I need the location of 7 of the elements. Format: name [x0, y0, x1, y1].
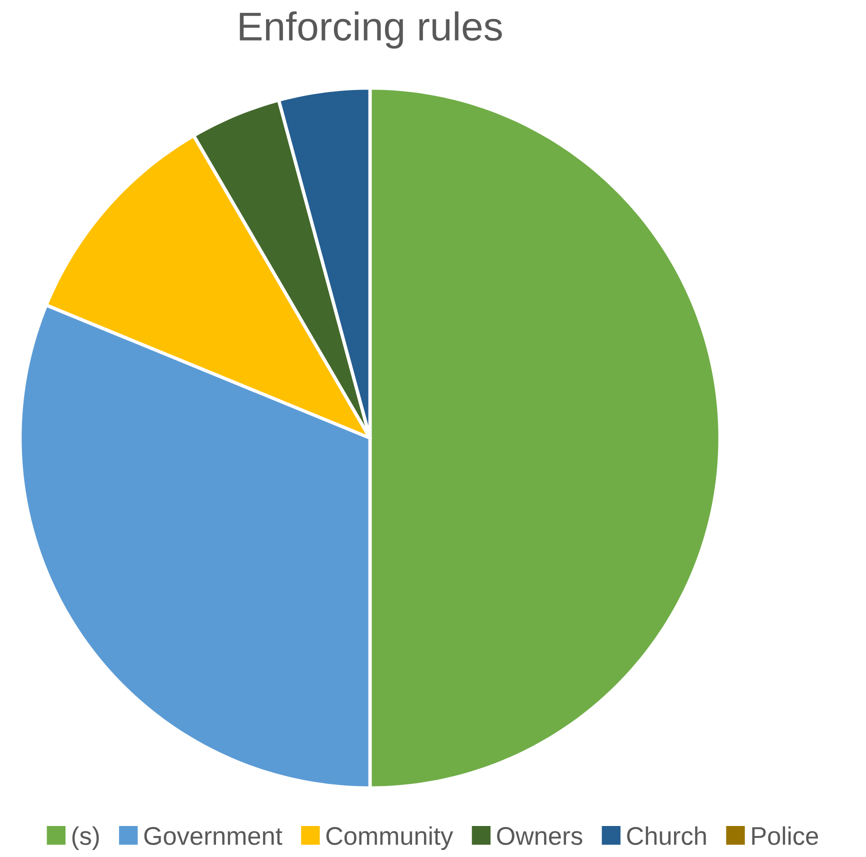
legend-label: Church [627, 826, 706, 845]
legend-label: Police [752, 826, 818, 845]
legend-label: (s) [72, 826, 99, 850]
legend-label: Community [326, 826, 454, 850]
legend-label: Owners [497, 827, 582, 845]
legend-label: Government [144, 827, 282, 845]
chart-title: Enforcing rules [240, 11, 502, 49]
